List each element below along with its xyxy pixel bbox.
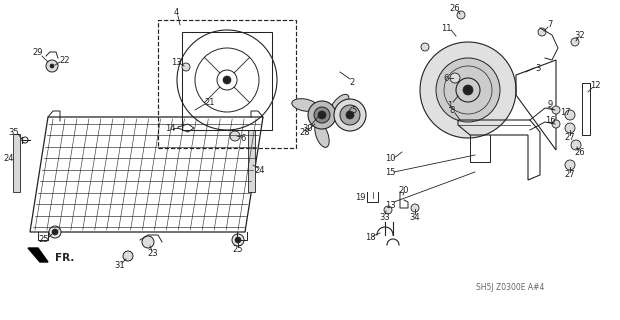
Text: 24: 24 [255,165,265,174]
Text: 25: 25 [232,245,243,254]
Text: 28: 28 [299,127,311,137]
Text: 25: 25 [39,236,49,244]
Text: 31: 31 [115,260,125,269]
Text: 23: 23 [148,250,158,259]
Circle shape [334,99,366,131]
Circle shape [142,236,154,248]
Circle shape [314,107,330,123]
Text: 19: 19 [355,194,365,203]
Text: 13: 13 [170,58,181,67]
Text: 4: 4 [174,7,179,17]
Circle shape [308,101,336,129]
Text: 17: 17 [560,108,570,116]
Circle shape [411,204,419,212]
Bar [13,134,20,192]
Circle shape [565,110,575,120]
Ellipse shape [315,123,329,148]
Text: FR.: FR. [55,253,74,263]
Circle shape [235,237,241,243]
Text: 15: 15 [385,167,396,177]
Text: 20: 20 [399,186,409,195]
Text: 9: 9 [547,100,552,108]
Circle shape [340,105,360,125]
Circle shape [450,73,460,83]
Bar [248,130,255,192]
Text: 7: 7 [547,20,552,28]
Text: 6: 6 [443,74,449,83]
Text: SH5J Z0300E A#4: SH5J Z0300E A#4 [476,284,544,292]
Circle shape [538,28,546,36]
Text: 1: 1 [448,100,453,109]
Circle shape [420,42,516,138]
Circle shape [346,111,354,119]
Ellipse shape [292,99,317,111]
Circle shape [232,234,244,246]
Text: 29: 29 [33,47,43,57]
Text: 14: 14 [165,124,175,132]
Circle shape [230,131,240,141]
Circle shape [384,206,392,214]
Text: 27: 27 [565,132,575,141]
Text: 16: 16 [545,116,556,124]
Circle shape [463,85,473,95]
Circle shape [565,160,575,170]
Circle shape [436,58,500,122]
Circle shape [50,64,54,68]
Circle shape [552,106,560,114]
Text: 8: 8 [450,106,454,115]
Circle shape [182,63,190,71]
Circle shape [46,60,58,72]
Text: 3: 3 [535,63,541,73]
Text: 21: 21 [205,98,215,107]
Ellipse shape [330,94,349,116]
Text: 22: 22 [60,55,70,65]
Circle shape [457,11,465,19]
Circle shape [421,43,429,51]
Circle shape [318,111,326,119]
Text: 30: 30 [303,124,313,132]
Circle shape [123,251,133,261]
Text: 34: 34 [410,212,420,221]
Bar [182,32,272,130]
Text: 6: 6 [241,133,246,142]
Circle shape [571,140,581,150]
Text: 27: 27 [565,170,575,179]
Text: 12: 12 [590,81,600,90]
Text: 26: 26 [450,4,460,12]
Text: 2: 2 [350,77,355,86]
Text: 18: 18 [365,234,375,243]
Text: 32: 32 [575,30,585,39]
Text: 26: 26 [575,148,585,156]
Circle shape [49,226,61,238]
Circle shape [571,38,579,46]
Text: 5: 5 [352,106,356,115]
Bar [158,20,296,148]
Text: 13: 13 [384,201,396,210]
Text: 24: 24 [4,154,14,163]
Text: 33: 33 [379,212,391,221]
Circle shape [223,76,231,84]
Circle shape [52,229,58,235]
Text: 11: 11 [441,23,451,33]
Circle shape [565,123,575,133]
Circle shape [552,120,560,128]
Polygon shape [28,248,48,262]
Bar [582,83,590,135]
Text: 10: 10 [385,154,396,163]
Text: 35: 35 [9,127,19,137]
